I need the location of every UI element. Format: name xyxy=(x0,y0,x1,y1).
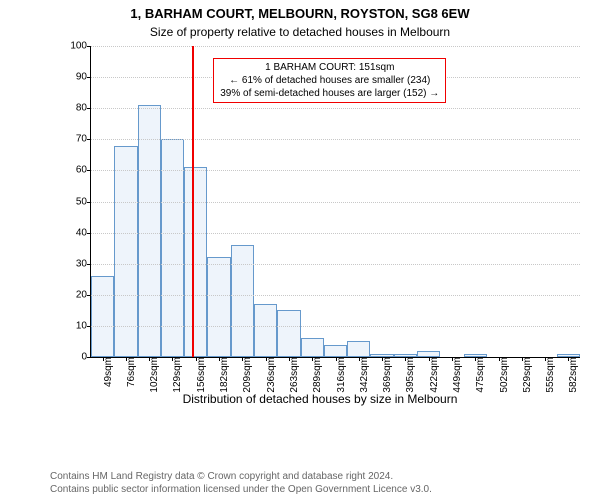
x-tick-label: 182sqm xyxy=(215,357,230,393)
x-tick-mark xyxy=(499,357,500,361)
marker-line xyxy=(192,46,194,357)
x-tick-mark xyxy=(312,357,313,361)
bar xyxy=(324,345,347,357)
chart-container: Number of detached properties 0102030405… xyxy=(60,46,580,406)
footer-note: Contains HM Land Registry data © Crown c… xyxy=(50,470,432,496)
x-tick-label: 76sqm xyxy=(122,357,137,387)
y-tick-mark xyxy=(87,202,91,203)
grid-line xyxy=(91,170,580,171)
x-tick-label: 502sqm xyxy=(495,357,510,393)
x-tick-label: 129sqm xyxy=(168,357,183,393)
bar xyxy=(207,257,230,357)
x-tick-mark xyxy=(219,357,220,361)
x-tick-mark xyxy=(452,357,453,361)
x-tick-mark xyxy=(429,357,430,361)
bar xyxy=(138,105,161,357)
y-tick-mark xyxy=(87,170,91,171)
x-tick-mark xyxy=(522,357,523,361)
y-tick-mark xyxy=(87,264,91,265)
x-tick-mark xyxy=(266,357,267,361)
grid-line xyxy=(91,46,580,47)
x-tick-mark xyxy=(475,357,476,361)
x-tick-mark xyxy=(382,357,383,361)
x-tick-label: 555sqm xyxy=(541,357,556,393)
y-tick-mark xyxy=(87,77,91,78)
y-tick-mark xyxy=(87,46,91,47)
x-tick-mark xyxy=(242,357,243,361)
x-tick-mark xyxy=(126,357,127,361)
y-tick-mark xyxy=(87,295,91,296)
y-tick-mark xyxy=(87,108,91,109)
x-tick-mark xyxy=(289,357,290,361)
annotation-line: 1 BARHAM COURT: 151sqm xyxy=(220,61,439,74)
x-tick-mark xyxy=(568,357,569,361)
x-tick-label: 369sqm xyxy=(378,357,393,393)
bar xyxy=(184,167,207,357)
bar xyxy=(231,245,254,357)
x-tick-label: 475sqm xyxy=(471,357,486,393)
x-tick-mark xyxy=(103,357,104,361)
x-tick-label: 582sqm xyxy=(564,357,579,393)
x-tick-mark xyxy=(149,357,150,361)
x-tick-mark xyxy=(196,357,197,361)
x-axis-label: Distribution of detached houses by size … xyxy=(60,392,580,406)
x-tick-label: 422sqm xyxy=(425,357,440,393)
y-tick-mark xyxy=(87,326,91,327)
grid-line xyxy=(91,233,580,234)
annotation-line: 39% of semi-detached houses are larger (… xyxy=(220,87,439,100)
bar xyxy=(254,304,277,357)
x-tick-mark xyxy=(359,357,360,361)
footer-line-2: Contains public sector information licen… xyxy=(50,483,432,496)
bar xyxy=(161,139,184,357)
grid-line xyxy=(91,326,580,327)
grid-line xyxy=(91,295,580,296)
x-tick-mark xyxy=(405,357,406,361)
y-tick-mark xyxy=(87,233,91,234)
x-tick-label: 209sqm xyxy=(238,357,253,393)
page-subtitle: Size of property relative to detached ho… xyxy=(0,21,600,39)
annotation-box: 1 BARHAM COURT: 151sqm← 61% of detached … xyxy=(213,58,446,103)
grid-line xyxy=(91,264,580,265)
y-tick-mark xyxy=(87,357,91,358)
page-title: 1, BARHAM COURT, MELBOURN, ROYSTON, SG8 … xyxy=(0,0,600,21)
chart-axes: 010203040506070809010049sqm76sqm102sqm12… xyxy=(90,46,580,358)
x-tick-label: 156sqm xyxy=(192,357,207,393)
grid-line xyxy=(91,139,580,140)
x-tick-label: 289sqm xyxy=(308,357,323,393)
x-tick-label: 102sqm xyxy=(145,357,160,393)
bar xyxy=(277,310,300,357)
x-tick-label: 263sqm xyxy=(285,357,300,393)
x-tick-mark xyxy=(545,357,546,361)
x-tick-label: 236sqm xyxy=(262,357,277,393)
x-tick-label: 49sqm xyxy=(99,357,114,387)
footer-line-1: Contains HM Land Registry data © Crown c… xyxy=(50,470,432,483)
x-tick-mark xyxy=(336,357,337,361)
grid-line xyxy=(91,108,580,109)
bar xyxy=(347,341,370,357)
x-tick-label: 529sqm xyxy=(518,357,533,393)
grid-line xyxy=(91,202,580,203)
y-tick-mark xyxy=(87,139,91,140)
x-tick-label: 342sqm xyxy=(355,357,370,393)
x-tick-mark xyxy=(172,357,173,361)
x-tick-label: 395sqm xyxy=(401,357,416,393)
x-tick-label: 449sqm xyxy=(448,357,463,393)
bar xyxy=(301,338,324,357)
x-tick-label: 316sqm xyxy=(332,357,347,393)
annotation-line: ← 61% of detached houses are smaller (23… xyxy=(220,74,439,87)
bar xyxy=(91,276,114,357)
